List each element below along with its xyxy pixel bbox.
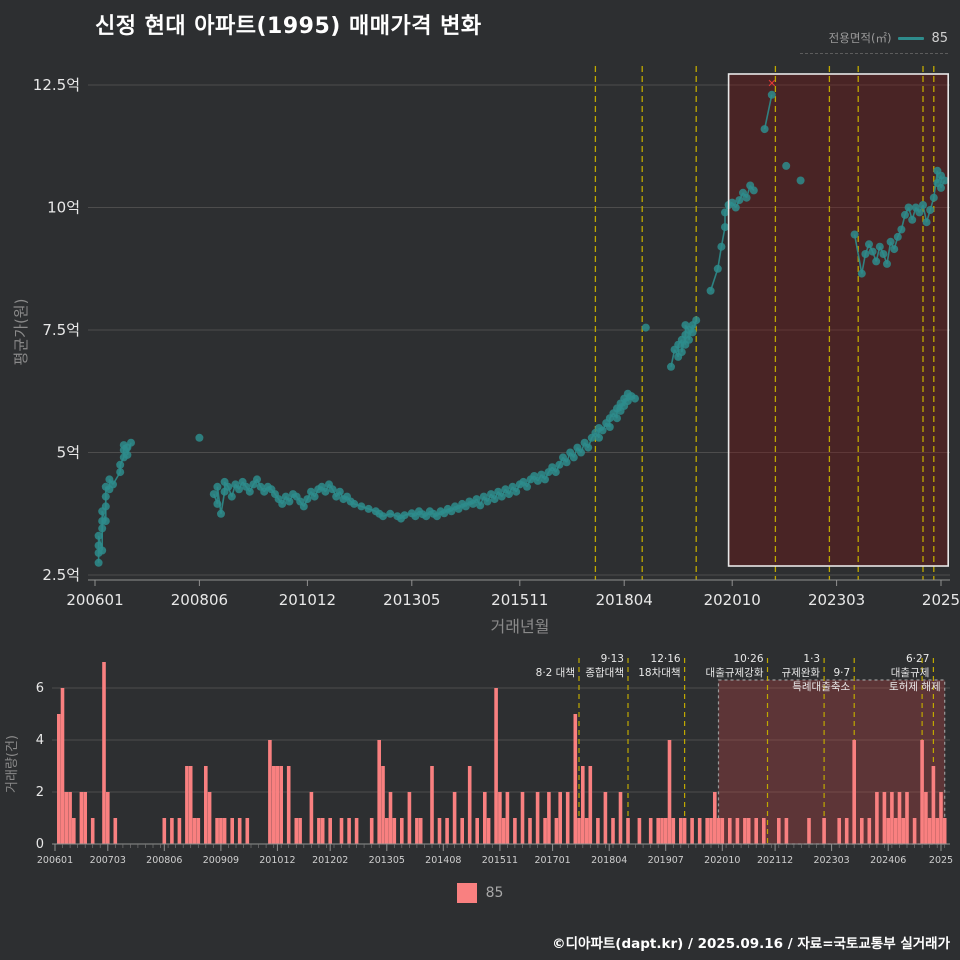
transaction-volume-chart[interactable]: 0 2 4 6 200601 200703 200806 200909 201012 201202… bbox=[0, 644, 960, 876]
svg-text:4: 4 bbox=[36, 733, 44, 748]
svg-text:규제완화: 규제완화 bbox=[781, 666, 820, 679]
svg-text:202303: 202303 bbox=[813, 855, 849, 866]
svg-text:201701: 201701 bbox=[534, 855, 570, 866]
svg-text:대출규제: 대출규제 bbox=[891, 667, 930, 679]
svg-text:202406: 202406 bbox=[870, 855, 906, 866]
page-title: 신정 현대 아파트(1995) 매매가격 변화 bbox=[95, 14, 482, 39]
series-legend-value: 85 bbox=[485, 885, 504, 901]
svg-text:9·7: 9·7 bbox=[833, 667, 850, 679]
svg-text:10억: 10억 bbox=[47, 199, 80, 217]
svg-text:200806: 200806 bbox=[146, 855, 182, 866]
highlight-region bbox=[717, 679, 946, 845]
svg-text:201305: 201305 bbox=[383, 591, 440, 609]
area-legend-value: 85 bbox=[931, 30, 948, 46]
svg-text:10·26: 10·26 bbox=[733, 653, 763, 665]
svg-text:201012: 201012 bbox=[279, 591, 336, 609]
policy-annotations: 8·2 대책 9·13 종합대책 12·16 18차대책 10·26 대출규제강화 1·3규제… bbox=[536, 653, 941, 693]
header: 신정 현대 아파트(1995) 매매가격 변화 전용면적(㎡) 85 bbox=[0, 0, 960, 54]
svg-text:대출규제강화: 대출규제강화 bbox=[706, 667, 764, 679]
svg-text:12·16: 12·16 bbox=[651, 653, 681, 665]
svg-text:거래년월: 거래년월 bbox=[491, 617, 550, 636]
svg-text:18차대책: 18차대책 bbox=[638, 667, 680, 679]
svg-text:201511: 201511 bbox=[491, 591, 548, 609]
series-legend[interactable]: 85 bbox=[0, 878, 960, 908]
area-legend-label: 전용면적(㎡) bbox=[828, 31, 892, 45]
svg-text:0: 0 bbox=[36, 837, 44, 852]
price-history-chart[interactable]: 2.5억 5억 7.5억 10억 12.5억 200601 200806 201012 2013… bbox=[0, 52, 960, 644]
svg-text:200601: 200601 bbox=[37, 855, 73, 866]
price-points bbox=[94, 90, 949, 567]
svg-text:2025: 2025 bbox=[929, 855, 953, 866]
svg-text:202303: 202303 bbox=[808, 591, 865, 609]
svg-text:평균가(원): 평균가(원) bbox=[12, 299, 30, 366]
svg-text:201202: 201202 bbox=[312, 855, 348, 866]
area-legend[interactable]: 전용면적(㎡) 85 bbox=[800, 30, 948, 54]
svg-text:특례대출축소: 특례대출축소 bbox=[792, 681, 850, 693]
svg-text:거래량(건): 거래량(건) bbox=[5, 735, 20, 793]
svg-text:1·3: 1·3 bbox=[803, 653, 820, 665]
svg-text:202010: 202010 bbox=[704, 855, 740, 866]
svg-text:12.5억: 12.5억 bbox=[33, 76, 80, 94]
svg-text:201804: 201804 bbox=[596, 591, 653, 609]
teal-line-swatch-icon bbox=[898, 36, 925, 40]
svg-text:201305: 201305 bbox=[369, 855, 405, 866]
svg-text:8·2 대책: 8·2 대책 bbox=[536, 667, 575, 679]
svg-text:6·27: 6·27 bbox=[906, 653, 929, 665]
peak-marker-icon: ✕ bbox=[767, 77, 776, 90]
svg-text:202010: 202010 bbox=[704, 591, 761, 609]
svg-text:2: 2 bbox=[36, 785, 44, 800]
svg-text:토허제 해제: 토허제 해제 bbox=[889, 680, 941, 693]
svg-text:2.5억: 2.5억 bbox=[42, 566, 80, 584]
svg-text:202112: 202112 bbox=[757, 855, 793, 866]
svg-text:6: 6 bbox=[36, 681, 44, 696]
svg-text:7.5억: 7.5억 bbox=[42, 321, 80, 339]
salmon-swatch-icon bbox=[456, 883, 477, 903]
svg-text:2025: 2025 bbox=[922, 591, 960, 609]
svg-text:5억: 5억 bbox=[57, 444, 80, 462]
svg-text:201012: 201012 bbox=[259, 855, 295, 866]
source-credit: ©디아파트(dapt.kr) / 2025.09.16 / 자료=국토교통부 실… bbox=[552, 936, 950, 952]
svg-text:9·13: 9·13 bbox=[601, 653, 624, 665]
svg-text:200601: 200601 bbox=[66, 591, 123, 609]
volume-bars bbox=[57, 662, 947, 844]
svg-text:200909: 200909 bbox=[203, 855, 239, 866]
highlight-region bbox=[728, 74, 949, 566]
svg-text:201511: 201511 bbox=[482, 855, 518, 866]
svg-text:201907: 201907 bbox=[648, 855, 684, 866]
svg-text:201408: 201408 bbox=[425, 855, 461, 866]
svg-text:200703: 200703 bbox=[90, 855, 126, 866]
svg-text:종합대책: 종합대책 bbox=[585, 667, 624, 679]
svg-text:201804: 201804 bbox=[591, 855, 627, 866]
svg-text:200806: 200806 bbox=[171, 591, 228, 609]
